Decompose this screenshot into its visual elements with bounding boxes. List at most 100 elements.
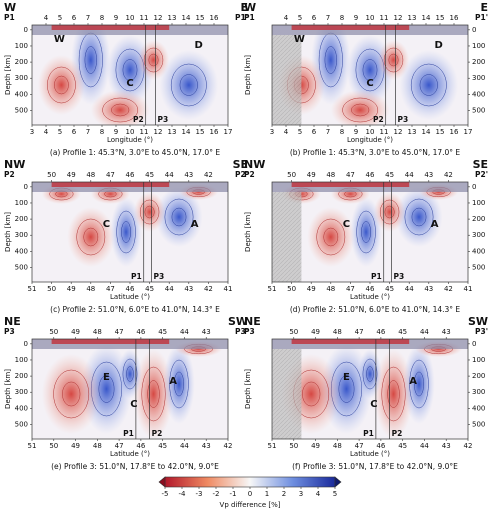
top-tick-label: 16 [210,14,219,22]
feature-label: A [169,376,177,387]
x-tick-label: 47 [355,442,364,450]
profile-right: P1' [475,13,488,22]
contour [383,47,404,73]
profile-right: P1' [235,13,248,22]
contour [164,198,194,236]
contour [404,198,434,236]
contour [121,221,132,243]
contour [323,227,339,247]
profile-right: P2' [475,170,488,179]
x-tick-label: 9 [114,128,118,136]
y-axis-label: Depth [km] [244,369,252,409]
feature-label: C [366,78,373,89]
y-tick-label: 500 [15,420,28,428]
profile-left: P2 [244,170,255,179]
profile-right: P2' [235,170,248,179]
colorbar-label: Vp difference [%] [220,501,281,509]
x-tick-label: 45 [385,285,394,293]
contour [362,59,378,81]
anomaly [399,50,459,120]
contour [116,210,136,254]
y-tick-label: 300 [15,388,28,396]
anomaly [41,354,101,434]
colorbar-end [158,476,166,488]
top-tick-label: 14 [422,14,431,22]
contour [361,221,372,243]
feature-label: A [431,219,439,230]
x-tick-label: 51 [28,285,37,293]
top-tick-label: 15 [436,14,445,22]
x-tick-label: 43 [184,285,193,293]
y-tick-label: 200 [472,58,485,66]
feature-label: C [370,399,377,410]
contour [410,63,447,107]
x-tick-label: 15 [436,128,445,136]
y-tick-label: 200 [15,372,28,380]
contour [143,47,164,73]
x-tick-label: 48 [326,285,335,293]
contour [362,358,378,390]
contour [62,381,81,407]
top-tick-label: 9 [114,14,118,22]
contour [388,53,399,67]
top-tick-label: 45 [385,171,394,179]
top-tick-label: 49 [67,171,76,179]
colorbar-tick-label: 2 [282,490,286,498]
x-tick-label: 4 [44,128,49,136]
marker-label: P1 [363,429,374,438]
contour [324,46,337,74]
x-tick-label: 45 [145,285,154,293]
feature-label: A [191,219,199,230]
x-tick-label: 48 [93,442,102,450]
contour [84,46,97,74]
top-tick-label: 43 [442,328,451,336]
top-tick-label: 47 [115,328,124,336]
contour [379,199,400,225]
x-tick-label: 13 [408,128,417,136]
crust-red [51,182,170,187]
colorbar-tick-label: -1 [230,490,237,498]
top-tick-label: 14 [182,14,191,22]
x-tick-label: 47 [115,442,124,450]
x-tick-label: 12 [154,128,163,136]
x-tick-label: 42 [204,285,213,293]
y-tick-label: 200 [472,215,485,223]
contour [411,207,427,227]
x-tick-label: 4 [284,128,289,136]
profile-right: P3' [475,327,488,336]
feature-label: A [409,376,417,387]
feature-label: W [294,34,305,45]
y-axis-label: Depth [km] [4,369,12,409]
corner-left: NE [4,315,21,328]
x-tick-label: 11 [140,128,149,136]
x-tick-label: 13 [168,128,177,136]
y-tick-label: 400 [472,247,485,255]
y-tick-label: 0 [24,183,28,191]
frame [31,338,229,440]
crust-red [51,339,170,344]
corner-right: SW [228,315,248,328]
x-tick-label: 15 [196,128,205,136]
contour [148,53,159,67]
marker-label: P1 [131,272,142,281]
corner-left: W [244,1,256,14]
x-tick-label: 10 [366,128,375,136]
panel: P1 P2 E C A NE SW P3 P3' 50 49 48 47 46 45 44 43 51 50 49 48… [4,315,248,471]
colorbar-tick-label: 3 [299,490,303,498]
feature-label: D [434,40,442,51]
x-tick-label: 50 [287,285,296,293]
contour [144,205,155,219]
anomaly [358,349,382,399]
crust-red [51,25,170,30]
y-tick-label: 0 [472,183,476,191]
top-tick-label: 7 [86,14,90,22]
top-tick-label: 8 [100,14,104,22]
feature-label: E [103,372,110,383]
corner-right: E [480,1,488,14]
anomaly [133,349,174,439]
x-tick-label: 17 [224,128,233,136]
x-tick-label: 43 [202,442,211,450]
x-tick-label: 3 [270,128,274,136]
contour [169,359,189,409]
feature-label: C [130,399,137,410]
